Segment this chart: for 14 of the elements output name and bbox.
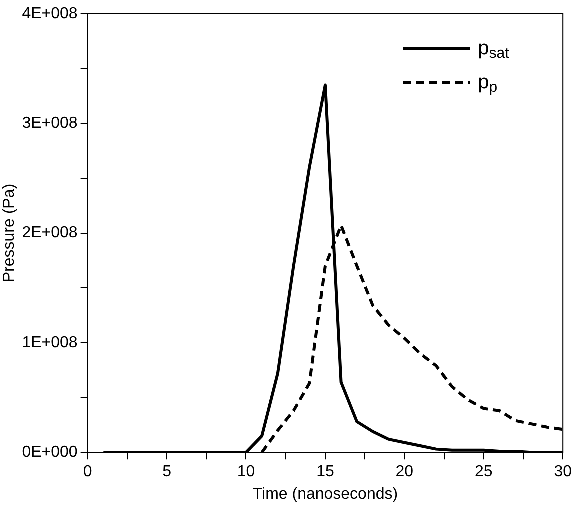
x-tick-label: 20 bbox=[396, 464, 414, 481]
y-axis-title: Pressure (Pa) bbox=[1, 184, 18, 283]
x-tick-label: 5 bbox=[162, 464, 172, 481]
x-tick-label: 10 bbox=[237, 464, 256, 481]
x-tick-label: 30 bbox=[554, 464, 572, 481]
x-tick-label: 15 bbox=[316, 464, 334, 481]
y-tick-label: 0E+000 bbox=[22, 444, 78, 462]
y-tick-label: 2E+008 bbox=[22, 224, 78, 242]
y-tick-label: 4E+008 bbox=[22, 5, 78, 22]
x-axis-title: Time (nanoseconds) bbox=[252, 486, 398, 503]
y-tick-label: 3E+008 bbox=[22, 115, 78, 132]
x-tick-label: 25 bbox=[474, 464, 493, 481]
y-tick-label: 1E+008 bbox=[22, 334, 78, 352]
x-tick-label: 0 bbox=[83, 464, 92, 481]
